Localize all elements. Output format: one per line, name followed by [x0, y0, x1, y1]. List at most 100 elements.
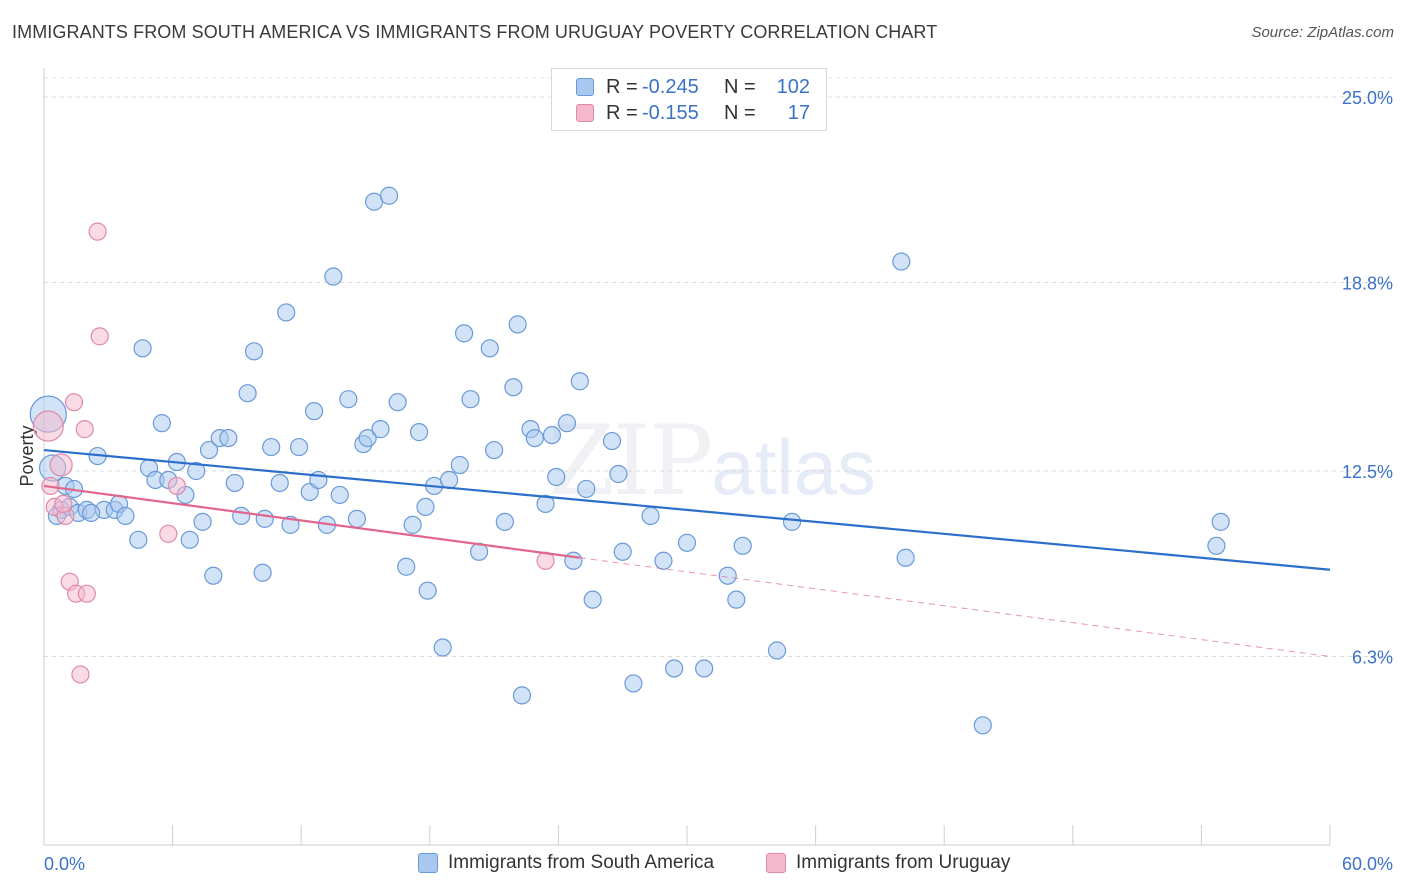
y-tick-label: 18.8% — [1342, 274, 1393, 294]
watermark: ZIPatlas — [548, 405, 876, 517]
point-south-america — [244, 342, 264, 361]
point-uruguay — [71, 665, 90, 684]
x-tick-label: 60.0% — [1342, 854, 1393, 874]
point-south-america — [439, 470, 459, 490]
point-south-america — [767, 641, 787, 660]
point-south-america — [388, 393, 407, 412]
point-south-america — [542, 425, 562, 445]
point-south-america — [347, 509, 367, 528]
point-south-america — [583, 590, 602, 609]
point-south-america — [225, 473, 244, 493]
point-south-america — [665, 659, 684, 678]
point-south-america — [116, 506, 135, 525]
n-value: 102 — [776, 75, 810, 98]
point-south-america — [727, 590, 746, 609]
point-south-america — [418, 581, 437, 600]
point-uruguay — [54, 494, 73, 514]
point-south-america — [512, 686, 532, 705]
n-label: N = — [724, 75, 756, 98]
legend-swatch-uruguay — [766, 853, 786, 873]
y-tick-label: 12.5% — [1342, 462, 1393, 482]
y-tick-label: 6.3% — [1352, 648, 1393, 668]
point-south-america — [454, 324, 474, 343]
point-south-america — [480, 339, 499, 358]
point-south-america — [133, 339, 152, 358]
stats-row-uruguay: R = -0.155 N = 17 — [576, 101, 810, 125]
point-south-america — [677, 533, 697, 552]
chart-title: IMMIGRANTS FROM SOUTH AMERICA VS IMMIGRA… — [12, 22, 938, 42]
point-south-america — [409, 423, 429, 442]
point-south-america — [504, 378, 523, 397]
trend-line-south-america — [43, 448, 1331, 571]
point-uruguay — [167, 476, 186, 496]
point-uruguay — [90, 327, 109, 346]
point-south-america — [232, 506, 251, 525]
point-south-america — [152, 414, 171, 433]
legend-swatch-south-america — [418, 853, 438, 873]
point-south-america — [495, 512, 514, 531]
r-value: -0.155 — [642, 101, 699, 124]
point-south-america — [718, 566, 737, 585]
point-uruguay — [49, 453, 73, 477]
point-south-america — [695, 659, 714, 678]
y-tick-label: 25.0% — [1342, 88, 1393, 108]
point-south-america — [358, 428, 377, 448]
point-south-america — [508, 315, 527, 334]
point-uruguay — [32, 410, 64, 442]
legend-swatch-uruguay — [576, 104, 594, 122]
point-south-america — [461, 390, 480, 409]
point-south-america — [602, 431, 622, 451]
n-value: 17 — [787, 101, 810, 124]
legend-label-south-america: Immigrants from South America — [448, 852, 715, 873]
point-uruguay — [64, 393, 84, 412]
point-uruguay — [77, 584, 96, 603]
point-south-america — [733, 536, 752, 555]
legend-label-uruguay: Immigrants from Uruguay — [796, 852, 1011, 873]
r-label: R = — [606, 75, 638, 98]
n-label: N = — [724, 101, 756, 124]
point-south-america — [609, 464, 628, 484]
source-label: Source: ZipAtlas.com — [1251, 24, 1394, 41]
point-south-america — [129, 530, 148, 549]
watermark-atlas: atlas — [711, 423, 876, 511]
point-south-america — [253, 563, 272, 582]
point-south-america — [525, 428, 544, 448]
point-south-america — [654, 551, 673, 570]
point-south-america — [570, 372, 589, 391]
point-south-america — [485, 440, 504, 460]
stats-legend: R = -0.245 N = 102 R = -0.155 N = 17 — [551, 68, 827, 131]
point-south-america — [238, 384, 257, 403]
point-south-america — [199, 440, 219, 460]
point-south-america — [624, 674, 643, 693]
point-south-america — [557, 414, 577, 433]
legend-item-south-america: Immigrants from South America — [418, 852, 714, 874]
point-uruguay — [75, 420, 94, 439]
point-south-america — [255, 509, 274, 528]
point-south-america — [324, 267, 343, 286]
point-south-america — [219, 428, 238, 448]
point-south-america — [577, 479, 596, 499]
x-tick-label: 0.0% — [44, 854, 85, 874]
point-south-america — [403, 515, 422, 534]
point-south-america — [379, 186, 399, 205]
trend-line-uruguay-extension — [579, 557, 1331, 657]
point-south-america — [892, 252, 911, 271]
point-south-america — [371, 420, 390, 439]
point-south-america — [973, 716, 992, 735]
point-south-america — [1207, 536, 1226, 555]
legend-swatch-south-america — [576, 78, 594, 96]
point-south-america — [262, 437, 281, 457]
point-uruguay — [159, 524, 178, 543]
series-legend: Immigrants from South America Immigrants… — [0, 852, 1406, 876]
point-south-america — [204, 566, 223, 585]
point-south-america — [193, 512, 212, 531]
point-south-america — [782, 512, 802, 531]
point-south-america — [564, 551, 583, 570]
point-south-america — [289, 437, 309, 457]
point-south-america — [433, 638, 452, 657]
point-south-america — [1211, 512, 1230, 531]
point-south-america — [450, 455, 469, 475]
point-south-america — [270, 473, 289, 493]
r-label: R = — [606, 101, 638, 124]
